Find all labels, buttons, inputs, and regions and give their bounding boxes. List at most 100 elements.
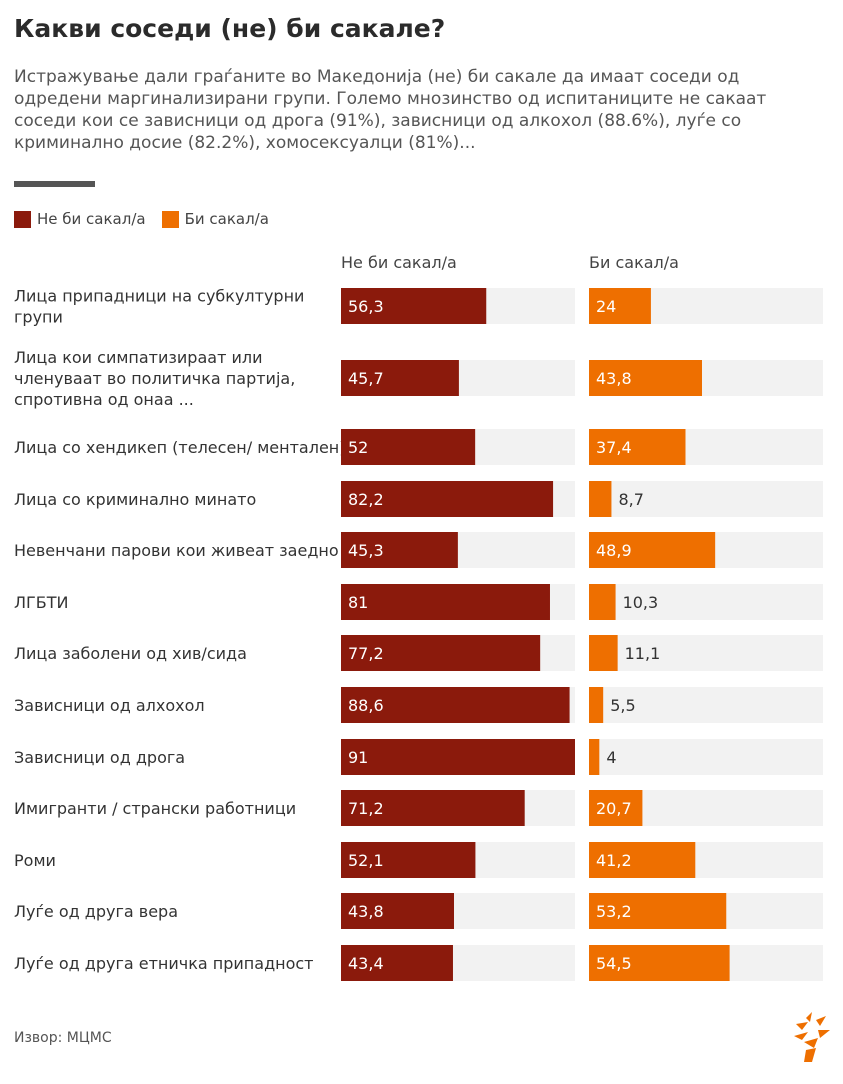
rferl-logo-icon (794, 1012, 830, 1062)
bar (589, 532, 716, 568)
bar-track (589, 739, 823, 775)
category-label: Лица со криминално минато (14, 490, 256, 509)
bar (589, 739, 600, 775)
bar-track (341, 481, 575, 517)
bar-track (589, 360, 823, 396)
category-label: членуваат во политичка партија, (14, 369, 295, 388)
column-header-not-want: Не би сакал/а (341, 253, 457, 272)
chart-title: Какви соседи (не) би сакале? (14, 14, 446, 43)
bar (341, 584, 550, 620)
bar-track (341, 584, 575, 620)
source-note: Извор: МЦМС (14, 1030, 112, 1046)
bar (589, 687, 604, 723)
category-label: Невенчани парови кои живеат заедно (14, 541, 339, 560)
bar-track (341, 687, 575, 723)
bar (341, 945, 453, 981)
bar (589, 635, 618, 671)
data-label: 20,7 (596, 799, 632, 818)
category-label: Лица припадници на субкултурни (14, 287, 304, 306)
data-label: 81 (348, 593, 368, 612)
bar (341, 360, 459, 396)
bar (341, 288, 487, 324)
bar (589, 945, 730, 981)
bar-track (341, 945, 575, 981)
data-label: 43,4 (348, 954, 384, 973)
bar (589, 584, 616, 620)
bar (589, 481, 612, 517)
category-label: Лица со хендикеп (телесен/ ментален) (14, 438, 346, 457)
bar-track (589, 532, 823, 568)
bar (589, 360, 703, 396)
data-label: 45,7 (348, 369, 384, 388)
bar (589, 429, 686, 465)
bar (341, 429, 476, 465)
bar-track (589, 481, 823, 517)
bar-track (589, 687, 823, 723)
bar-track (589, 288, 823, 324)
data-label: 37,4 (596, 438, 632, 457)
category-label: Зависници од алхохол (14, 696, 205, 715)
bar (341, 790, 525, 826)
bar (341, 842, 476, 878)
legend-label-want: Би сакал/а (184, 210, 269, 228)
bar-track (341, 288, 575, 324)
category-label: Лица кои симпатизираат или (14, 348, 263, 367)
data-label: 43,8 (596, 369, 632, 388)
data-label: 71,2 (348, 799, 384, 818)
data-label: 54,5 (596, 954, 632, 973)
category-label: Луѓе од друга етничка припадност (14, 954, 314, 973)
category-label: Имигранти / странски работници (14, 799, 296, 818)
data-label: 53,2 (596, 902, 632, 921)
data-label: 52 (348, 438, 368, 457)
bar (589, 288, 651, 324)
category-label: Луѓе од друга вера (14, 902, 178, 921)
bar-track (589, 429, 823, 465)
bar-track (341, 635, 575, 671)
data-label: 88,6 (348, 696, 384, 715)
data-label: 5,5 (610, 696, 635, 715)
legend: Не би сакал/а Би сакал/а (14, 210, 285, 228)
legend-swatch-not-want (14, 210, 31, 228)
bar-track (341, 893, 575, 929)
bar-track (341, 360, 575, 396)
data-label: 91 (348, 748, 368, 767)
data-label: 77,2 (348, 644, 384, 663)
bar (341, 481, 554, 517)
data-label: 45,3 (348, 541, 384, 560)
chart-subtitle: Истражување дали граѓаните во Македонија… (14, 67, 767, 153)
legend-swatch-want (161, 210, 179, 228)
category-label: Лица заболени од хив/сида (14, 644, 247, 663)
column-header-want: Би сакал/а (589, 253, 679, 272)
data-label: 4 (606, 748, 616, 767)
category-label: Зависници од дрога (14, 748, 185, 767)
category-label: групи (14, 308, 63, 327)
bar-track (589, 790, 823, 826)
category-label: Роми (14, 851, 56, 870)
bar (341, 532, 458, 568)
data-label: 52,1 (348, 851, 384, 870)
data-label: 43,8 (348, 902, 384, 921)
data-label: 10,3 (623, 593, 659, 612)
category-label: спротивна од онаа ... (14, 390, 194, 409)
bar-track (589, 893, 823, 929)
bar (341, 635, 541, 671)
category-label: ЛГБТИ (14, 593, 69, 612)
bar-track (341, 739, 575, 775)
bar (589, 790, 643, 826)
data-label: 82,2 (348, 490, 384, 509)
bar (589, 842, 696, 878)
legend-item-not-want: Не би сакал/а (14, 210, 146, 228)
bar-track (589, 635, 823, 671)
data-label: 41,2 (596, 851, 632, 870)
legend-label-not-want: Не би сакал/а (37, 210, 146, 228)
bar (341, 893, 455, 929)
bar-track (341, 532, 575, 568)
bar-track (589, 584, 823, 620)
bar-track (341, 429, 575, 465)
legend-item-want: Би сакал/а (161, 210, 269, 228)
title-divider (14, 181, 95, 187)
bar-track (341, 842, 575, 878)
bar (589, 893, 727, 929)
data-label: 11,1 (625, 644, 661, 663)
